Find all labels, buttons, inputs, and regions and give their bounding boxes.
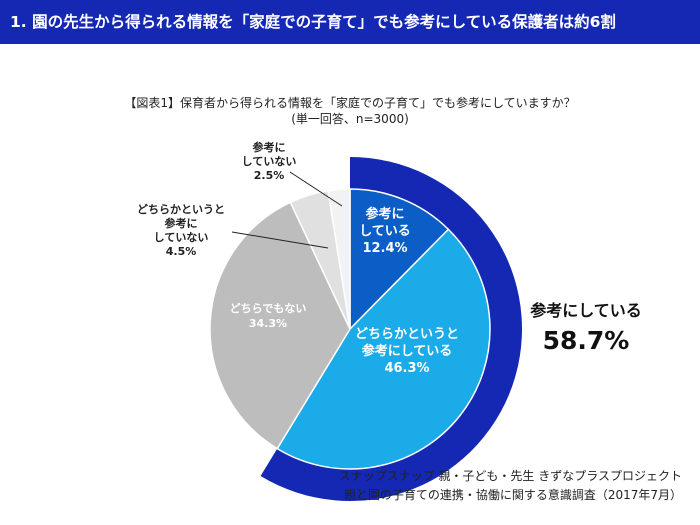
leader-line-5 xyxy=(289,171,343,207)
source-line-1: スナップスナップ 親・子ども・先生 きずなプラスプロジェクト xyxy=(338,469,682,483)
pie-slice-2 xyxy=(276,228,491,470)
slice-label-3: どちらでもない 34.3% xyxy=(230,302,307,330)
pie-slice-5 xyxy=(327,188,351,330)
slice-label-2: どちらかというと参考にしている 46.3% xyxy=(355,327,459,376)
source-line-2: 親と園の子育ての連携・協働に関する意識調査（2017年7月） xyxy=(343,488,682,502)
slice-label-4: どちらかというと参考にしていない 4.5% xyxy=(137,203,225,258)
page-header: 1. 園の先生から得られる情報を「家庭での子育て」でも参考にしている保護者は約6… xyxy=(0,0,700,44)
source-note: スナップスナップ 親・子ども・先生 きずなプラスプロジェクト 親と園の子育ての連… xyxy=(339,467,682,505)
chart-title: 【図表1】保育者から得られる情報を「家庭での子育て」でも参考にしていますか？ xyxy=(124,96,576,110)
slice-label-5: 参考にしていない 2.5% xyxy=(242,140,297,182)
leader-line-4 xyxy=(231,231,329,249)
summary-value: 58.7% xyxy=(543,326,630,355)
summary-ring xyxy=(260,157,522,502)
summary-label: 参考にしている xyxy=(530,301,642,320)
pie-slice-3 xyxy=(209,201,351,450)
chart-subtitle: (単一回答、n=3000) xyxy=(291,112,409,126)
pie-slice-1 xyxy=(349,188,450,331)
slice-label-1: 参考にしている 12.4% xyxy=(359,206,411,256)
page-title: 1. 園の先生から得られる情報を「家庭での子育て」でも参考にしている保護者は約6… xyxy=(10,13,616,31)
